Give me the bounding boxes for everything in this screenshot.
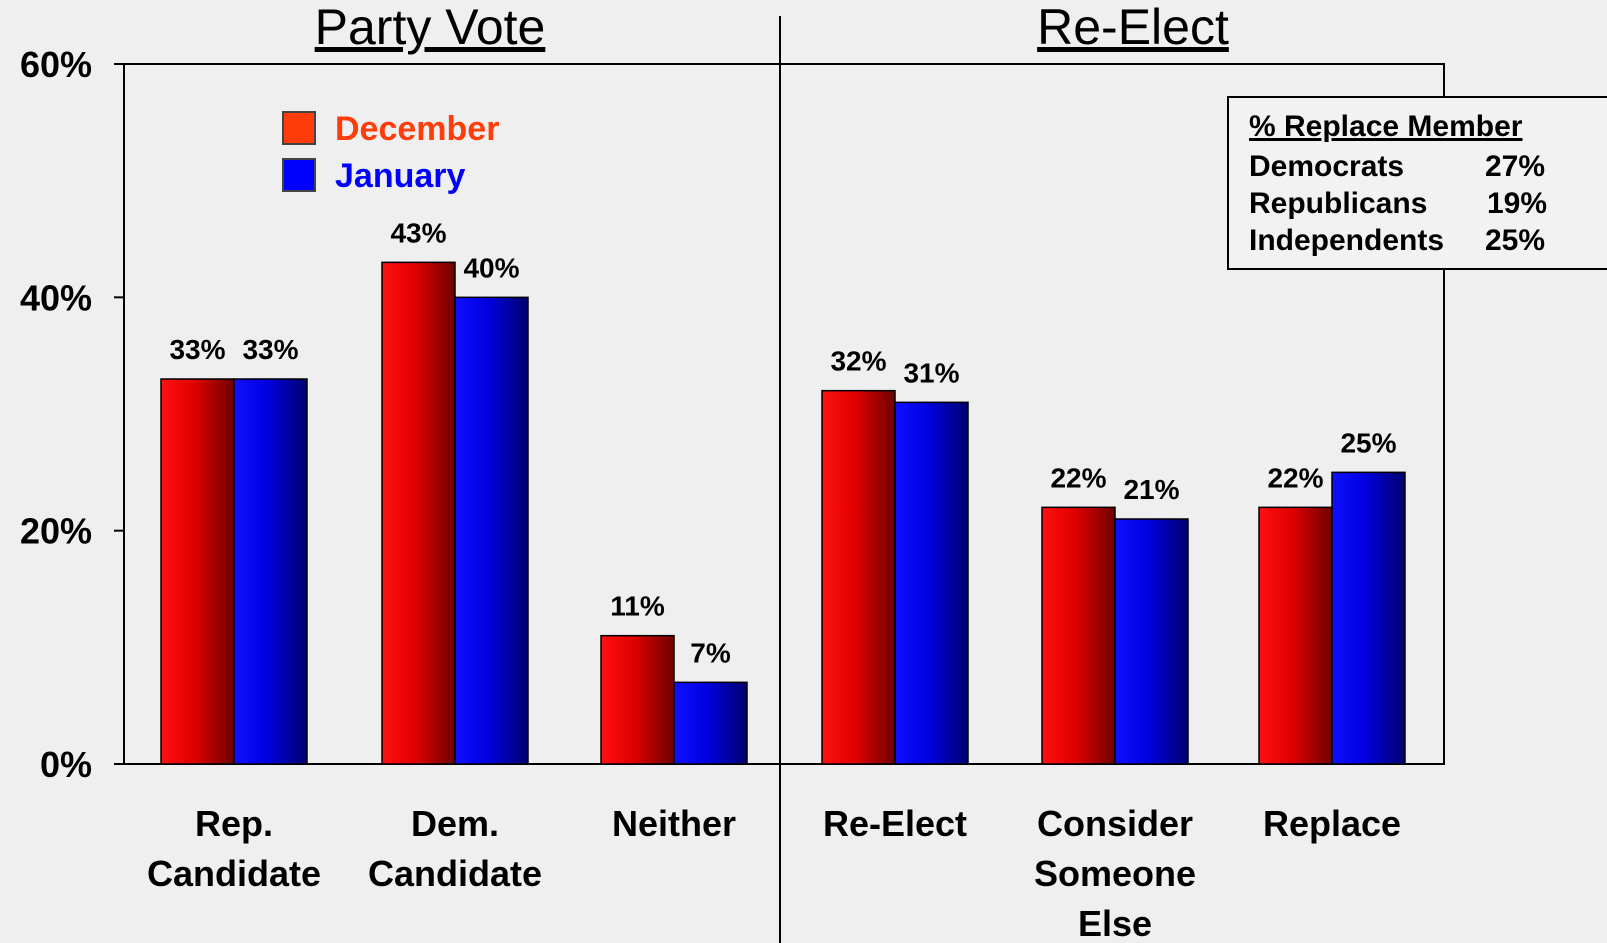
bar-value-label: 11% [610,591,665,622]
labels-group: 0% 20% 40% 60% Party Vote Re-Elect 33% 33% Rep. C… [20,0,1401,943]
bar-value-label: 33% [242,334,298,365]
bar-january [894,401,969,765]
replace-row-label: Republicans [1249,187,1428,220]
plot-border [123,63,1445,765]
y-tick-label: 20% [20,511,92,552]
bar-value-label: 21% [1123,474,1179,505]
panel-title: Re-Elect [1037,0,1229,55]
category-label: Consider [1037,803,1193,844]
legend: December January [282,110,499,195]
replace-row-label: Democrats [1249,150,1405,183]
bar-december [1041,506,1116,765]
bars-group [160,261,1406,765]
bar-value-label: 32% [830,346,886,377]
replace-member-title: % Replace Member [1249,110,1523,143]
bar-value-label: 22% [1267,462,1323,493]
bar-december [821,389,896,765]
bar-value-label: 31% [903,357,959,388]
y-tick-label: 40% [20,277,92,318]
category-label: Candidate [368,853,542,894]
bar-december [160,378,235,765]
bar-january [233,378,308,765]
bar-january [454,296,529,765]
category-label: Dem. [411,803,499,844]
bar-december [381,261,456,765]
bar-value-label: 33% [169,334,225,365]
bar-december [600,634,675,765]
panel-title: Party Vote [315,0,546,55]
bar-value-label: 25% [1340,427,1396,458]
replace-row-value: 27% [1485,150,1546,183]
legend-label: December [335,110,499,148]
replace-row-value: 19% [1487,187,1548,220]
category-label: Else [1078,903,1152,943]
bar-value-label: 43% [390,217,446,248]
bar-value-label: 40% [463,252,519,283]
legend-swatch-january [282,158,316,192]
category-label: Re-Elect [823,803,967,844]
category-label: Rep. [195,803,273,844]
bar-value-label: 22% [1050,462,1106,493]
bar-january [1331,471,1406,765]
bar-january [1114,518,1189,765]
bar-december [1258,506,1333,765]
bar-january [673,681,748,765]
y-tick-label: 0% [40,744,92,785]
replace-member-box: % Replace Member Democrats 27% Republica… [1227,96,1607,270]
category-label: Someone [1034,853,1196,894]
replace-row-label: Independents [1249,224,1445,257]
y-tick-label: 60% [20,44,92,85]
legend-label: January [335,157,465,195]
category-label: Neither [612,803,736,844]
replace-row-value: 25% [1485,224,1546,257]
category-label: Replace [1263,803,1401,844]
plot-frame [114,16,1445,943]
bar-value-label: 7% [690,637,731,668]
legend-swatch-december [282,111,316,145]
category-label: Candidate [147,853,321,894]
